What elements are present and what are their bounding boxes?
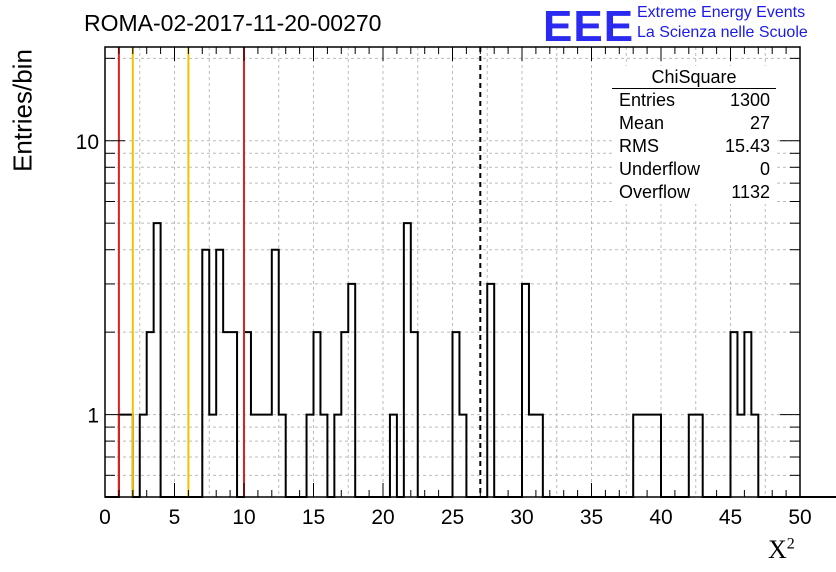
- stats-row-rms: RMS 15.43: [619, 136, 770, 156]
- stats-row-underflow: Underflow 0: [619, 159, 770, 179]
- x-tick-label: 10: [232, 506, 255, 529]
- eee-logo: EEE: [543, 2, 635, 51]
- y-tick-label: 1: [87, 405, 99, 428]
- x-tick-label: 15: [302, 506, 325, 529]
- x-tick-label: 40: [649, 506, 672, 529]
- tick-labels: 0 5 10 15 20 25 30 35 40 45 50 1 10: [76, 131, 812, 529]
- axes: [104, 46, 801, 498]
- x-tick-label: 35: [580, 506, 603, 529]
- stats-row-overflow: Overflow 1132: [619, 182, 770, 202]
- x-tick-label: 0: [99, 506, 111, 529]
- logo-line-2: La Scienza nelle Scuole: [637, 24, 808, 41]
- x-tick-label: 20: [371, 506, 394, 529]
- histogram: [105, 222, 836, 498]
- x-tick-label: 45: [719, 506, 742, 529]
- grid: [105, 47, 800, 497]
- y-axis-label: Entries/bin: [7, 49, 38, 172]
- stats-box: ChiSquare Entries 1300 Mean 27 RMS 15.43 Un…: [612, 66, 776, 204]
- x-tick-label: 25: [441, 506, 464, 529]
- y-tick-label: 10: [76, 131, 99, 154]
- x-axis-label: X2: [768, 535, 795, 564]
- stats-row-mean: Mean 27: [619, 113, 770, 133]
- histogram-outline: [105, 222, 836, 498]
- x-tick-label: 5: [169, 506, 181, 529]
- stats-title: ChiSquare: [612, 66, 776, 89]
- reference-lines: [117, 47, 482, 497]
- chart-title: ROMA-02-2017-11-20-00270: [84, 10, 382, 36]
- x-tick-label: 30: [510, 506, 533, 529]
- x-tick-label: 50: [788, 506, 811, 529]
- logo-line-1: Extreme Energy Events: [637, 4, 806, 21]
- stats-row-entries: Entries 1300: [619, 90, 770, 110]
